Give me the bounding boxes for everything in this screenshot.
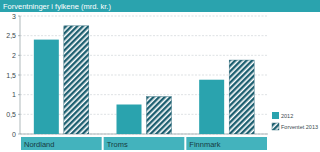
tick-label: 1 <box>12 91 16 98</box>
legend-label: Forventet 2013 <box>281 124 318 130</box>
bar <box>199 80 224 134</box>
tick-label: 1,5 <box>6 72 16 79</box>
bars <box>34 26 254 134</box>
category-label: Finnmark <box>189 140 221 149</box>
title-band <box>0 0 320 12</box>
legend-swatch <box>272 112 279 119</box>
y-axis <box>20 16 21 134</box>
bar <box>147 97 172 134</box>
category-band <box>21 137 102 150</box>
bar <box>64 26 89 134</box>
category-band <box>186 137 267 150</box>
grid-line <box>20 35 268 36</box>
tick-label: 0 <box>12 131 16 138</box>
chart-root: Forventninger i fylkene (mrd. kr.) 0 0,5 1 1… <box>0 0 320 152</box>
bar <box>117 105 142 135</box>
legend-label: 2012 <box>281 113 293 119</box>
category-label: Nordland <box>24 140 54 149</box>
bar <box>229 60 254 134</box>
bar <box>34 40 59 134</box>
category-label: Troms <box>107 140 128 149</box>
grid-line <box>20 16 268 17</box>
tick-label: 2 <box>12 52 16 59</box>
tick-label: 2,5 <box>6 32 16 39</box>
legend-swatch <box>272 123 279 130</box>
tick-label: 0,5 <box>6 111 16 118</box>
chart-svg: Forventninger i fylkene (mrd. kr.) 0 0,5 1 1… <box>0 0 320 152</box>
title: Forventninger i fylkene (mrd. kr.) <box>3 2 111 11</box>
category-band <box>104 137 185 150</box>
tick-label: 3 <box>12 13 16 20</box>
